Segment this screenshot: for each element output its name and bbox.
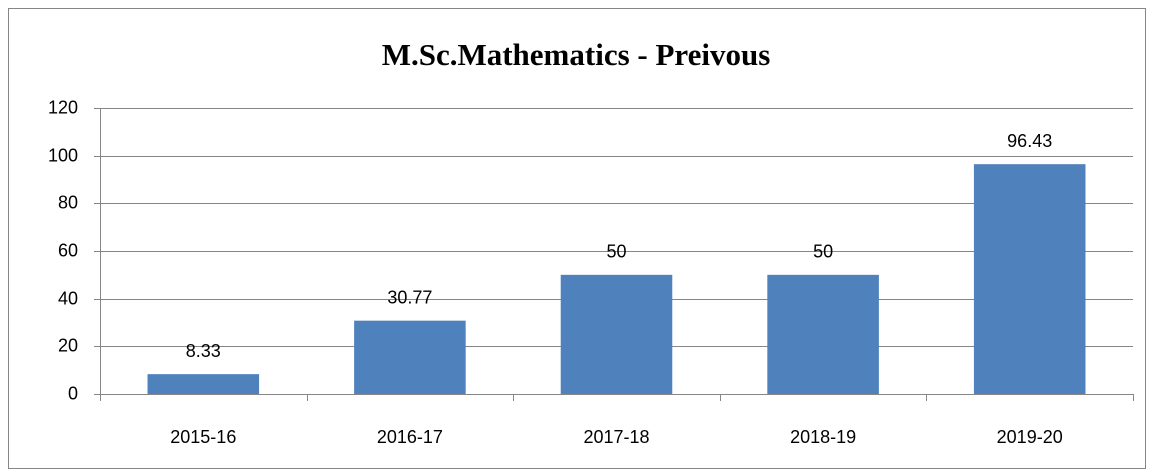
bar xyxy=(147,374,260,394)
chart-title: M.Sc.Mathematics - Preivous xyxy=(382,37,771,72)
data-label: 50 xyxy=(606,242,626,262)
data-label: 96.43 xyxy=(1007,131,1052,151)
x-tick-label: 2015-16 xyxy=(170,427,236,447)
bar xyxy=(354,320,466,394)
bar xyxy=(973,164,1086,394)
bar xyxy=(767,274,879,394)
data-label: 50 xyxy=(813,242,833,262)
y-tick-label: 20 xyxy=(58,335,78,355)
y-tick-label: 100 xyxy=(48,145,78,165)
y-tick-label: 0 xyxy=(68,383,78,403)
x-tick-label: 2019-20 xyxy=(997,427,1063,447)
y-tick-label: 40 xyxy=(58,288,78,308)
y-tick-label: 60 xyxy=(58,240,78,260)
y-tick-label: 120 xyxy=(48,97,78,117)
data-label: 8.33 xyxy=(186,341,221,361)
bar xyxy=(560,274,673,394)
x-tick-label: 2016-17 xyxy=(377,427,443,447)
x-tick-label: 2017-18 xyxy=(583,427,649,447)
y-tick-label: 80 xyxy=(58,192,78,212)
x-tick-label: 2018-19 xyxy=(790,427,856,447)
data-label: 30.77 xyxy=(387,287,432,307)
